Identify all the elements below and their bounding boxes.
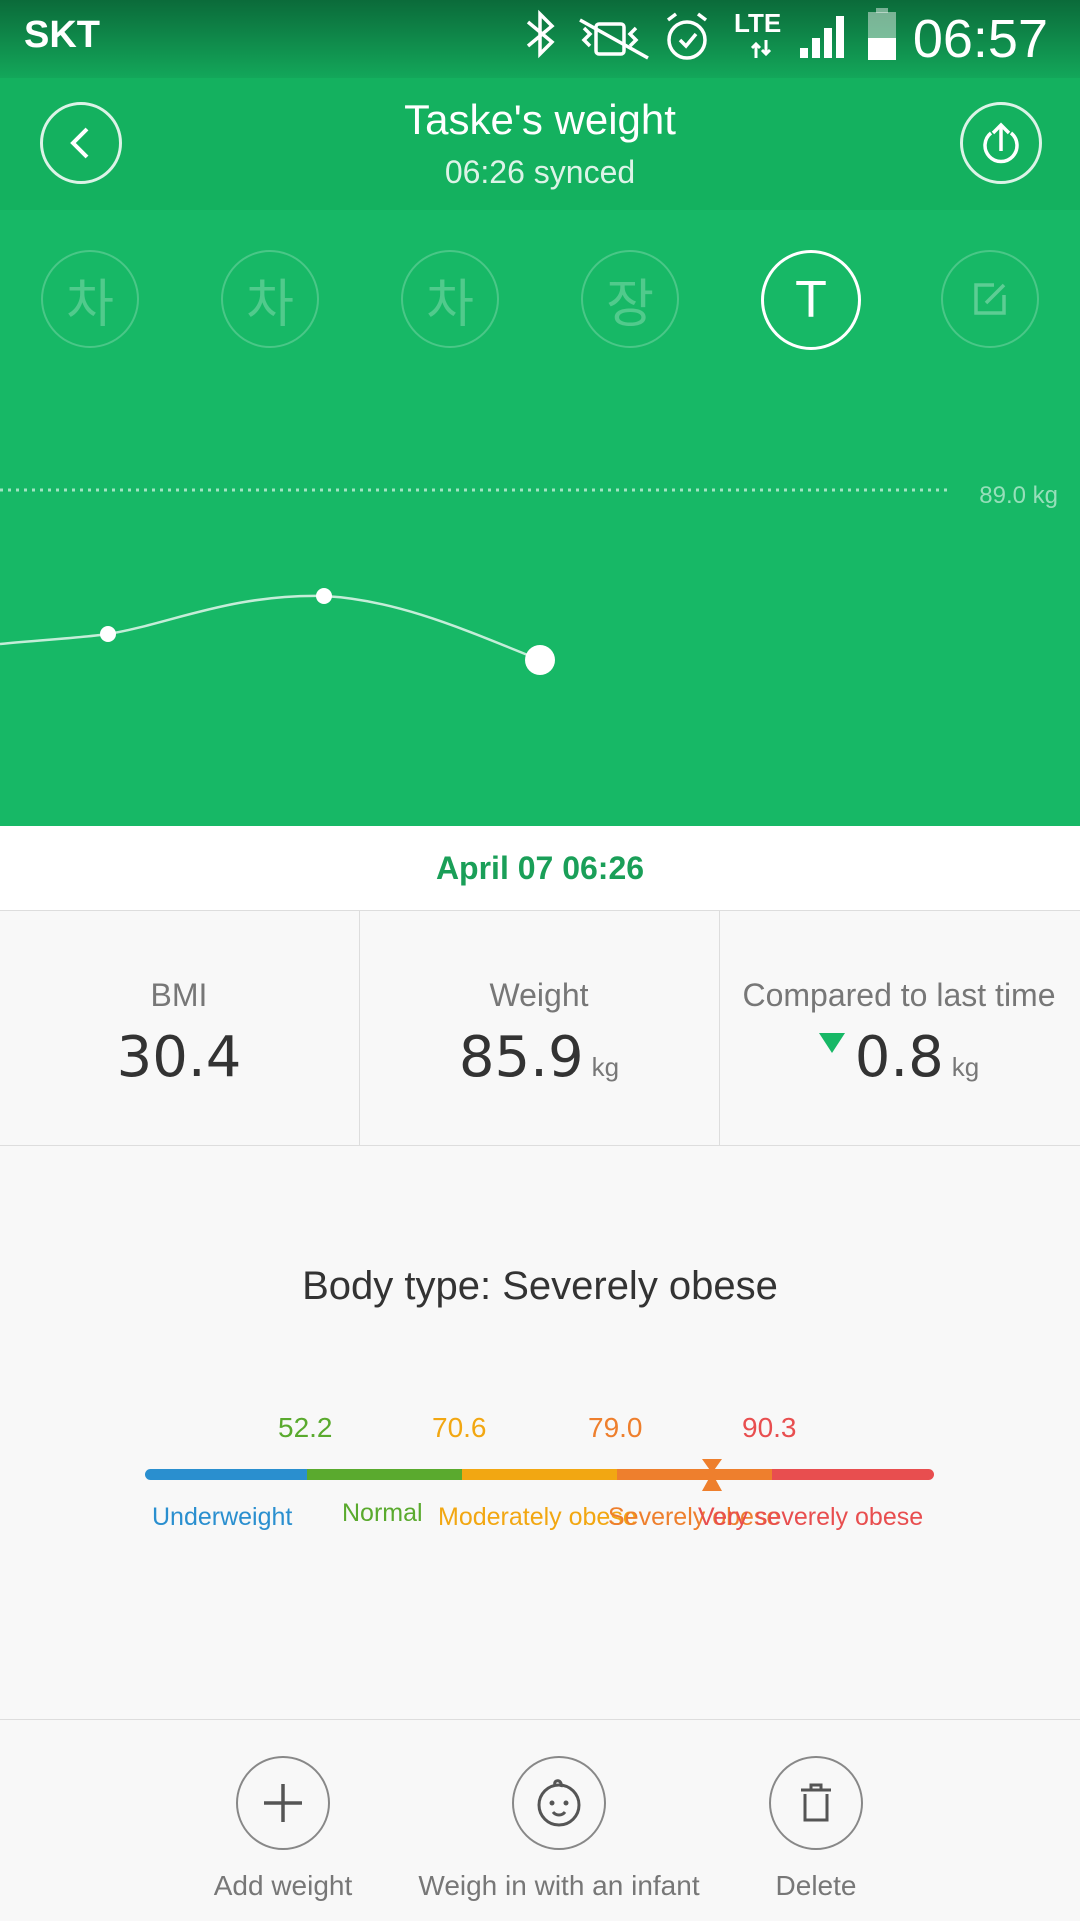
profile-avatar[interactable]: 차 (41, 250, 139, 348)
alarm-icon (666, 12, 708, 60)
threshold-value: 90.3 (742, 1412, 797, 1443)
status-icons: LTE (526, 8, 896, 60)
profile-avatar[interactable]: 차 (221, 250, 319, 348)
weight-stat: Weight 85.9 kg (359, 911, 718, 1145)
weigh-infant-circle[interactable] (512, 1756, 606, 1850)
measurement-date: April 07 06:26 (0, 826, 1080, 911)
threshold-value: 70.6 (432, 1412, 487, 1443)
sync-status: 06:26 synced (444, 154, 636, 190)
edit-profiles-button[interactable] (941, 250, 1039, 348)
trash-icon (801, 1783, 831, 1822)
delete-label: Delete (775, 1870, 857, 1901)
weight-unit: kg (591, 1052, 620, 1082)
profile-initial: 차 (426, 275, 474, 334)
profile-avatar[interactable]: 차 (401, 250, 499, 348)
weigh-infant-label: Weigh in with an infant (418, 1870, 700, 1901)
body-type-text: Body type: Severely obese (302, 1264, 778, 1308)
scale-segment-normal (307, 1469, 462, 1480)
bottom-action-bar: Add weight Weigh in with an infant Delet… (0, 1719, 1080, 1921)
carrier-name: SKT (24, 14, 100, 56)
bmi-value: 30.4 (116, 1025, 242, 1090)
add-weight-circle[interactable] (236, 1756, 330, 1850)
bmi-stat: BMI 30.4 (0, 911, 358, 1145)
baby-icon (537, 1779, 581, 1827)
profile-initial: 차 (66, 275, 114, 334)
data-arrows-icon (750, 40, 772, 58)
chevron-left-icon (70, 127, 89, 159)
status-bar: SKT LTE (0, 0, 1080, 78)
edit-icon (974, 283, 1006, 315)
category-label: Moderately obese (438, 1503, 637, 1531)
weight-chart-area: 차 차 차 장 T 89.0 kg (0, 210, 1080, 826)
weight-label: Weight (489, 977, 589, 1013)
vibrate-icon (579, 18, 649, 60)
current-weight-marker-icon (702, 1459, 722, 1491)
category-label: Underweight (152, 1503, 293, 1531)
category-label: Very severely obese (698, 1503, 924, 1531)
data-point-selected (525, 645, 555, 675)
upload-icon (983, 122, 1019, 164)
add-weight-label: Add weight (213, 1870, 353, 1901)
scale-segment-moderately-obese (462, 1469, 617, 1480)
weight-trend-chart (0, 488, 950, 675)
profile-avatar[interactable]: 장 (581, 250, 679, 348)
scale-segment-underweight (145, 1469, 307, 1480)
profile-initial: T (795, 271, 827, 329)
trend-line (0, 594, 541, 662)
weight-value: 85.9 (458, 1025, 584, 1090)
profile-initial: 차 (246, 275, 294, 334)
compare-label: Compared to last time (742, 977, 1056, 1013)
decrease-arrow-icon (818, 1033, 845, 1053)
bmi-label: BMI (150, 977, 208, 1013)
share-button[interactable] (960, 102, 1042, 184)
battery-icon (868, 8, 896, 60)
scale-segment-severely-obese (617, 1469, 772, 1480)
weigh-infant-button[interactable]: Weigh in with an infant (409, 1756, 709, 1902)
reference-weight-label: 89.0 kg (979, 482, 1058, 509)
plus-icon (264, 1784, 302, 1822)
back-button[interactable] (40, 102, 122, 184)
signal-icon (800, 16, 844, 58)
threshold-value: 79.0 (588, 1412, 643, 1443)
category-label: Normal (342, 1499, 423, 1527)
stats-panel: BMI 30.4 Weight 85.9 kg Compared to last … (0, 911, 1080, 1146)
compare-stat: Compared to last time 0.8 kg (719, 911, 1078, 1145)
app-header: Taske's weight 06:26 synced (0, 78, 1080, 210)
page-title: Taske's weight (404, 96, 676, 143)
compare-unit: kg (951, 1052, 980, 1082)
lte-label: LTE (734, 8, 781, 38)
profile-avatar-selected[interactable]: T (761, 250, 861, 350)
clock: 06:57 (912, 9, 1048, 69)
add-weight-button[interactable]: Add weight (133, 1756, 433, 1902)
category-label: Severely obese (608, 1503, 781, 1531)
bluetooth-icon (526, 9, 555, 59)
profile-initial: 장 (606, 275, 654, 334)
compare-value: 0.8 (854, 1025, 944, 1090)
threshold-value: 52.2 (278, 1412, 333, 1443)
data-point (100, 626, 116, 642)
delete-circle[interactable] (769, 1756, 863, 1850)
scale-segment-very-severely-obese (772, 1469, 934, 1480)
data-point (316, 588, 332, 604)
delete-button[interactable]: Delete (666, 1756, 966, 1902)
